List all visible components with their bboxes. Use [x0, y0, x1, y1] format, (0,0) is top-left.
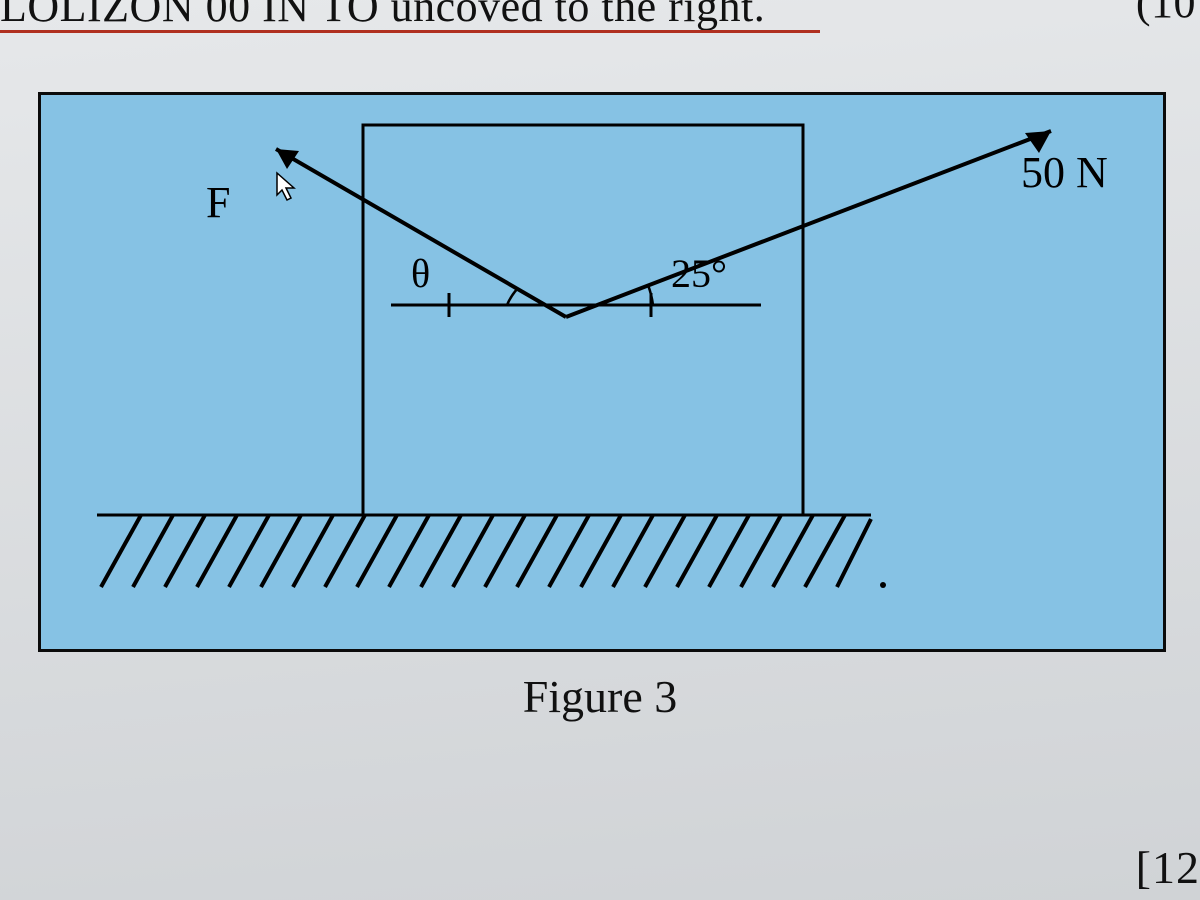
cursor-icon [277, 173, 294, 200]
figure-panel: F θ 25° 50 N [38, 92, 1166, 652]
diagram-svg: F θ 25° 50 N [41, 95, 1163, 649]
force-50N-line [566, 131, 1051, 317]
header-right-fragment: (10 [1136, 0, 1196, 20]
caption-text: Figure 3 [523, 671, 678, 722]
page: LOLIZON 00 IN TO uncoved to the right. (… [0, 0, 1200, 900]
red-underline [0, 30, 820, 33]
ground-hatching [101, 515, 871, 587]
label-25deg: 25° [671, 251, 727, 296]
label-theta: θ [411, 251, 430, 296]
cropped-header-text: LOLIZON 00 IN TO uncoved to the right. (… [0, 0, 1200, 34]
label-F: F [206, 178, 230, 227]
hatch-trailing-dot [880, 582, 886, 588]
label-50N: 50 N [1021, 148, 1108, 197]
theta-arc [507, 288, 518, 305]
header-left-fragment: LOLIZON 00 IN TO uncoved to the right. [0, 0, 765, 31]
figure-caption: Figure 3 [0, 670, 1200, 723]
block-outline [363, 125, 803, 515]
footer-fragment: [12 [1136, 841, 1200, 894]
